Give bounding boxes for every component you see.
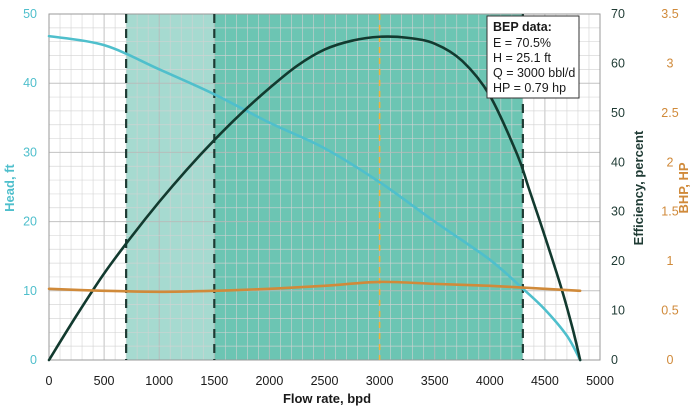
bep-annotation: BEP data: E = 70.5% H = 25.1 ft Q = 3000… [486, 15, 580, 99]
x-axis-label: Flow rate, bpd [283, 391, 371, 406]
grid [48, 13, 601, 361]
efficiency-tick-label: 10 [611, 304, 625, 318]
head-curve [47, 34, 582, 362]
efficiency-tick-label: 20 [611, 254, 625, 268]
efficiency-tick-label: 0 [611, 353, 618, 367]
head-tick-label: 30 [23, 145, 37, 159]
bep-head: H = 25.1 ft [493, 51, 552, 65]
tick-labels: 0 500 1000 1500 2000 2500 3000 3500 4000 4500 5000… [23, 7, 679, 388]
efficiency-axis-label: Efficiency, percent [631, 130, 646, 245]
efficiency-tick-label: 60 [611, 56, 625, 70]
head-tick-label: 40 [23, 76, 37, 90]
efficiency-tick-label: 70 [611, 7, 625, 21]
x-tick-label: 500 [94, 374, 115, 388]
bep-efficiency: E = 70.5% [493, 36, 551, 50]
head-tick-label: 50 [23, 7, 37, 21]
efficiency-tick-label: 30 [611, 205, 625, 219]
bep-title: BEP data: [493, 20, 552, 34]
bhp-tick-label: 1.5 [661, 205, 678, 219]
x-tick-label: 1500 [200, 374, 228, 388]
efficiency-tick-label: 40 [611, 155, 625, 169]
bhp-axis-label: BHP, HP [676, 162, 691, 213]
x-tick-label: 1000 [145, 374, 173, 388]
bep-annotation-box [486, 15, 580, 99]
x-tick-label: 3000 [366, 374, 394, 388]
bhp-curve [47, 280, 582, 294]
x-tick-label: 3500 [421, 374, 449, 388]
bhp-tick-label: 3.5 [661, 7, 678, 21]
efficiency-curve [47, 35, 582, 362]
bhp-tick-label: 1 [667, 254, 674, 268]
efficiency-tick-label: 50 [611, 106, 625, 120]
bhp-tick-label: 2.5 [661, 106, 678, 120]
x-tick-label: 4500 [531, 374, 559, 388]
x-tick-label: 0 [46, 374, 53, 388]
head-tick-label: 0 [30, 353, 37, 367]
head-tick-label: 20 [23, 215, 37, 229]
head-axis-label: Head, ft [2, 163, 17, 211]
bep-flow: Q = 3000 bbl/d [493, 66, 575, 80]
plot-frame [48, 13, 601, 361]
series-lines [47, 34, 582, 362]
x-tick-label: 2000 [255, 374, 283, 388]
bhp-tick-label: 0 [667, 353, 674, 367]
bhp-tick-label: 0.5 [661, 304, 678, 318]
head-tick-label: 10 [23, 284, 37, 298]
x-tick-label: 5000 [586, 374, 614, 388]
bhp-tick-label: 3 [667, 56, 674, 70]
bep-hp: HP = 0.79 hp [493, 81, 566, 95]
x-tick-label: 2500 [311, 374, 339, 388]
bhp-tick-label: 2 [667, 155, 674, 169]
axis-labels: Flow rate, bpd Head, ft Efficiency, perc… [2, 130, 691, 406]
x-tick-label: 4000 [476, 374, 504, 388]
range-boundaries [125, 14, 524, 360]
